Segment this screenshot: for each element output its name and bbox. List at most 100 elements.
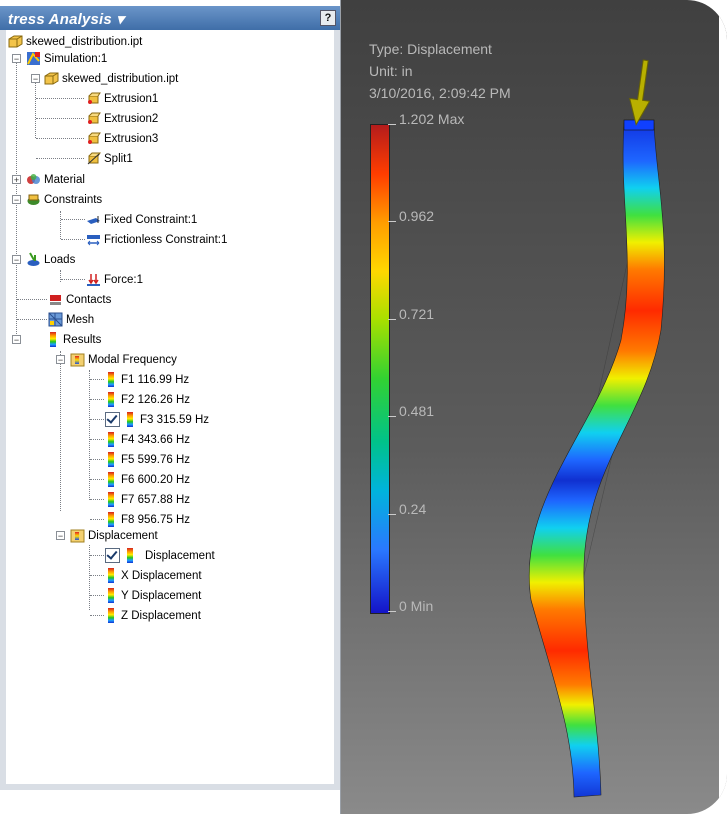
tree-item-displacement-active[interactable]: Displacement [105,546,215,565]
tree-item-simulation[interactable]: Simulation:1 [26,49,107,68]
tree-connector [16,54,17,334]
result-icon [108,452,114,467]
browser-tree: skewed_distribution.ipt − Simulation:1 −… [0,30,340,790]
fixed-constraint-icon [86,212,101,227]
legend-label: 0.962 [399,208,435,224]
panel-title-dropdown[interactable]: tress Analysis ▾ [8,11,125,28]
tree-item-mode[interactable]: F1 116.99 Hz [104,370,189,389]
deformed-beam-model[interactable] [341,0,727,814]
displacement-folder-label: Displacement [88,529,158,542]
tree-connector [90,419,104,420]
legend-tick [388,611,396,612]
active-checkmark-icon [105,412,120,427]
collapse-toggle[interactable]: − [12,335,21,345]
tree-connector [90,439,104,440]
tree-connector [90,479,104,480]
tree-item-displacement[interactable]: Z Displacement [104,606,201,625]
tree-connector [36,138,84,139]
collapse-toggle[interactable]: − [56,355,65,365]
expand-toggle[interactable]: + [12,175,21,185]
tree-item-contacts[interactable]: Contacts [48,290,111,309]
tree-item-feature[interactable]: Extrusion1 [86,89,158,108]
tree-connector [17,299,47,300]
collapse-toggle[interactable]: − [12,54,21,64]
tree-connector [61,279,85,280]
collapse-toggle[interactable]: − [12,195,21,205]
tree-connector [90,519,104,520]
extrusion-icon [86,111,101,126]
collapse-toggle[interactable]: − [12,255,21,265]
tree-root-part[interactable]: skewed_distribution.ipt [8,32,142,51]
tree-connector [60,351,61,511]
tree-connector [61,219,85,220]
tree-connector [90,379,104,380]
result-icon [108,608,114,623]
mesh-label: Mesh [66,313,95,326]
tree-connector [90,615,104,616]
results-label: Results [63,333,102,346]
tree-item-frictionless-constraint[interactable]: Frictionless Constraint:1 [86,230,227,249]
part-icon [44,71,59,86]
tree-item-mode[interactable]: F5 599.76 Hz [104,450,190,469]
legend-tick [388,319,396,320]
tree-item-part[interactable]: skewed_distribution.ipt [44,69,178,88]
tree-connector [90,459,104,460]
window-edge [719,0,727,814]
tree-item-mesh[interactable]: Mesh [48,310,94,329]
tree-item-displacement[interactable]: Y Displacement [104,586,201,605]
part-label: skewed_distribution.ipt [62,72,179,85]
tree-connector [90,575,104,576]
result-folder-icon [70,528,85,543]
result-icon [108,392,114,407]
tree-item-mode[interactable]: F6 600.20 Hz [104,470,190,489]
tree-item-feature[interactable]: Extrusion2 [86,109,158,128]
extrusion-icon [86,91,101,106]
extrusion-icon [86,131,101,146]
mesh-icon [48,312,63,327]
force-label: Force:1 [104,273,143,286]
collapse-toggle[interactable]: − [31,74,40,84]
tree-item-loads[interactable]: Loads [26,250,75,269]
tree-connector [60,211,61,239]
modal-frequency-label: Modal Frequency [88,353,177,366]
fixed-constraint-label: Fixed Constraint:1 [104,213,198,226]
tree-item-mode-active[interactable]: F3 315.59 Hz [105,410,209,429]
collapse-toggle[interactable]: − [56,531,65,541]
tree-connector [90,555,104,556]
contacts-label: Contacts [66,293,112,306]
simulation-icon [26,51,41,66]
mode-label: F6 600.20 Hz [121,473,191,486]
tree-item-fixed-constraint[interactable]: Fixed Constraint:1 [86,210,197,229]
mode-label: F8 956.75 Hz [121,513,191,526]
result-icon [127,412,133,427]
tree-item-constraints[interactable]: Constraints [26,190,102,209]
result-date-text: 3/10/2016, 2:09:42 PM [369,85,511,101]
tree-item-feature[interactable]: Split1 [86,149,133,168]
tree-connector [90,399,104,400]
tree-item-mode[interactable]: F2 126.26 Hz [104,390,190,409]
tree-connector [89,545,90,610]
tree-item-modal-frequency[interactable]: Modal Frequency [70,350,177,369]
material-icon [26,172,41,187]
tree-connector [90,595,104,596]
tree-item-displacement-folder[interactable]: Displacement [70,526,158,545]
result-icon [108,472,114,487]
tree-item-feature[interactable]: Extrusion3 [86,129,158,148]
feature-label: Extrusion3 [104,132,159,145]
result-type-text: Type: Displacement [369,41,492,57]
result-icon [108,588,114,603]
force-icon [86,272,101,287]
tree-item-mode[interactable]: F4 343.66 Hz [104,430,190,449]
mode-label: F5 599.76 Hz [121,453,191,466]
tree-item-displacement[interactable]: X Displacement [104,566,202,585]
tree-item-material[interactable]: Material [26,170,85,189]
tree-item-mode[interactable]: F8 956.75 Hz [104,510,190,529]
tree-connector [90,499,104,500]
tree-item-force[interactable]: Force:1 [86,270,143,289]
tree-connector [17,319,47,320]
graphics-viewport[interactable]: Type: Displacement Unit: in 3/10/2016, 2… [341,0,727,814]
help-button[interactable]: ? [320,10,336,26]
mode-label: F1 116.99 Hz [121,373,190,386]
tree-item-mode[interactable]: F7 657.88 Hz [104,490,190,509]
tree-item-results[interactable]: Results [46,330,101,349]
